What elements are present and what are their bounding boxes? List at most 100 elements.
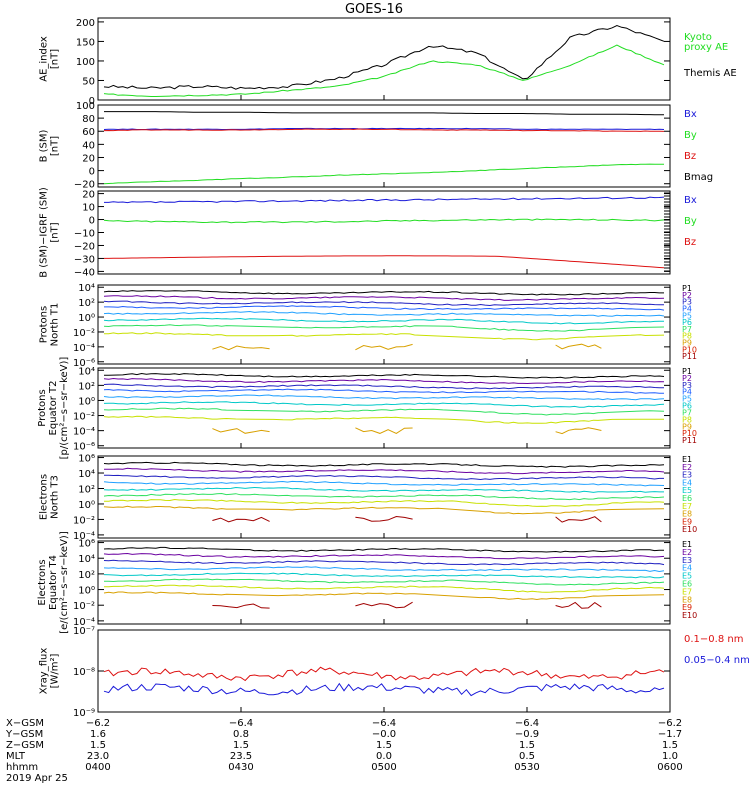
channel-label: P9 bbox=[682, 422, 692, 431]
flux-line-p2 bbox=[103, 377, 665, 385]
y-tick-label: 60 bbox=[82, 127, 95, 138]
panel-frame bbox=[97, 629, 671, 713]
channel-label: E5 bbox=[682, 572, 692, 581]
y-tick-label: 10⁻² bbox=[73, 515, 95, 526]
channel-label: E7 bbox=[682, 502, 692, 511]
x-row-value: 0600 bbox=[657, 762, 682, 773]
channel-label: P1 bbox=[682, 284, 692, 293]
flux-fragment bbox=[212, 603, 270, 609]
flux-fragment bbox=[212, 516, 270, 523]
flux-line-e7 bbox=[104, 584, 665, 593]
x-row-value: 0400 bbox=[85, 762, 110, 773]
flux-line-p4 bbox=[103, 388, 665, 394]
legend-item: Bx bbox=[684, 109, 697, 120]
y-tick-label: 20 bbox=[82, 153, 95, 164]
channel-label: P11 bbox=[682, 352, 697, 361]
flux-fragment bbox=[355, 343, 413, 351]
panel-xray: 10⁻⁷ 10⁻⁸ 10⁻⁹ Xray_flux [W/m²] 0.1−0.8 nm 0.0… bbox=[39, 626, 750, 719]
channel-label: E2 bbox=[682, 463, 692, 472]
bz-diff-line bbox=[104, 255, 665, 269]
channel-label: E8 bbox=[682, 595, 692, 604]
x-row-label: hhmm bbox=[6, 762, 38, 773]
channel-label: P6 bbox=[682, 402, 692, 411]
flux-fragment bbox=[555, 601, 602, 609]
x-row-value: −6.4 bbox=[229, 718, 253, 729]
flux-line-p3 bbox=[103, 383, 664, 390]
x-row-value: 1.0 bbox=[662, 751, 678, 762]
legend-item: 0.05−0.4 nm bbox=[684, 655, 750, 666]
panel-bsm: −20 0 20 40 60 80 100 B (SM) [nT] Bx By Bz Bmag bbox=[39, 101, 714, 191]
flux-line-e5 bbox=[103, 572, 665, 579]
y-axis-label: [nT] bbox=[50, 222, 61, 242]
flux-line-e3 bbox=[103, 559, 665, 566]
channel-label: E3 bbox=[682, 556, 692, 565]
y-tick-label: −20 bbox=[74, 241, 95, 252]
channel-label: P4 bbox=[682, 304, 692, 313]
flux-line-p2 bbox=[103, 295, 665, 301]
channel-label: E6 bbox=[682, 580, 692, 589]
panel-frame bbox=[97, 455, 671, 539]
channel-label: P3 bbox=[682, 298, 692, 307]
y-tick-label: 100 bbox=[76, 57, 95, 68]
by-line bbox=[103, 163, 664, 185]
channel-label: P11 bbox=[682, 436, 697, 445]
bz-line bbox=[103, 128, 665, 132]
y-axis-label: Equator T4 bbox=[48, 555, 59, 610]
y-tick-label: 10⁻⁴ bbox=[73, 531, 95, 542]
channel-label: P8 bbox=[682, 415, 692, 424]
y-tick-label: 150 bbox=[76, 37, 95, 48]
x-row-value: 0.5 bbox=[519, 751, 535, 762]
channel-label: E1 bbox=[682, 540, 692, 549]
y-tick-label: 10⁻⁴ bbox=[73, 343, 95, 354]
x-row-label: Z−GSM bbox=[6, 740, 44, 751]
y-tick-label: 10⁴ bbox=[78, 554, 95, 565]
x-row-value: 0500 bbox=[371, 762, 396, 773]
channel-label: E9 bbox=[682, 517, 692, 526]
channel-label: P2 bbox=[682, 291, 692, 300]
y-axis-label: Protons bbox=[37, 389, 48, 426]
channel-label: P7 bbox=[682, 325, 692, 334]
flux-line-e8 bbox=[103, 505, 665, 515]
legend-item: Bz bbox=[684, 151, 696, 162]
channel-label: P10 bbox=[682, 345, 697, 354]
y-axis-label: [W/m²] bbox=[50, 653, 61, 688]
channel-label: P8 bbox=[682, 332, 692, 341]
flux-fragment bbox=[355, 601, 413, 609]
x-row-value: 1.5 bbox=[376, 740, 392, 751]
channel-label: E7 bbox=[682, 587, 692, 596]
x-row-label: X−GSM bbox=[6, 718, 44, 729]
y-tick-label: 10 bbox=[82, 203, 95, 214]
x-row-label: Y−GSM bbox=[5, 729, 43, 740]
channel-label: E8 bbox=[682, 510, 692, 519]
channel-label: E10 bbox=[682, 525, 697, 534]
y-axis-label: Xray_flux bbox=[39, 648, 50, 695]
y-axis-label: North T1 bbox=[50, 303, 61, 347]
x-row-value: 1.6 bbox=[90, 729, 106, 740]
flux-line-p8 bbox=[103, 415, 665, 424]
by-diff-line bbox=[103, 218, 665, 224]
y-tick-label: 10² bbox=[78, 570, 95, 581]
y-tick-label: 200 bbox=[76, 18, 95, 29]
x-row-value: −0.9 bbox=[515, 729, 539, 740]
y-tick-label: 80 bbox=[82, 114, 95, 125]
flux-line-p8 bbox=[103, 332, 665, 341]
flux-fragment bbox=[212, 428, 270, 434]
y-tick-label: 10² bbox=[78, 381, 95, 392]
flux-fragment bbox=[555, 516, 602, 523]
x-date-label: 2019 Apr 25 bbox=[6, 773, 68, 784]
channel-label: E10 bbox=[682, 611, 697, 620]
x-row-value: 23.0 bbox=[87, 751, 109, 762]
y-tick-label: 10⁻⁹ bbox=[73, 708, 95, 719]
flux-line-e1 bbox=[103, 461, 665, 468]
y-tick-label: 10⁻⁴ bbox=[73, 427, 95, 438]
flux-line-p5 bbox=[103, 394, 665, 401]
y-axis-label: B (SM)−IGRF (SM) bbox=[39, 187, 50, 278]
flux-line-p7 bbox=[103, 324, 665, 332]
x-row-value: −6.2 bbox=[86, 718, 110, 729]
y-axis-label: [p/(cm²−s−sr−keV)] bbox=[59, 357, 70, 460]
flux-fragment bbox=[555, 343, 602, 350]
legend-item: Themis AE bbox=[683, 68, 737, 79]
channel-label: E1 bbox=[682, 455, 692, 464]
